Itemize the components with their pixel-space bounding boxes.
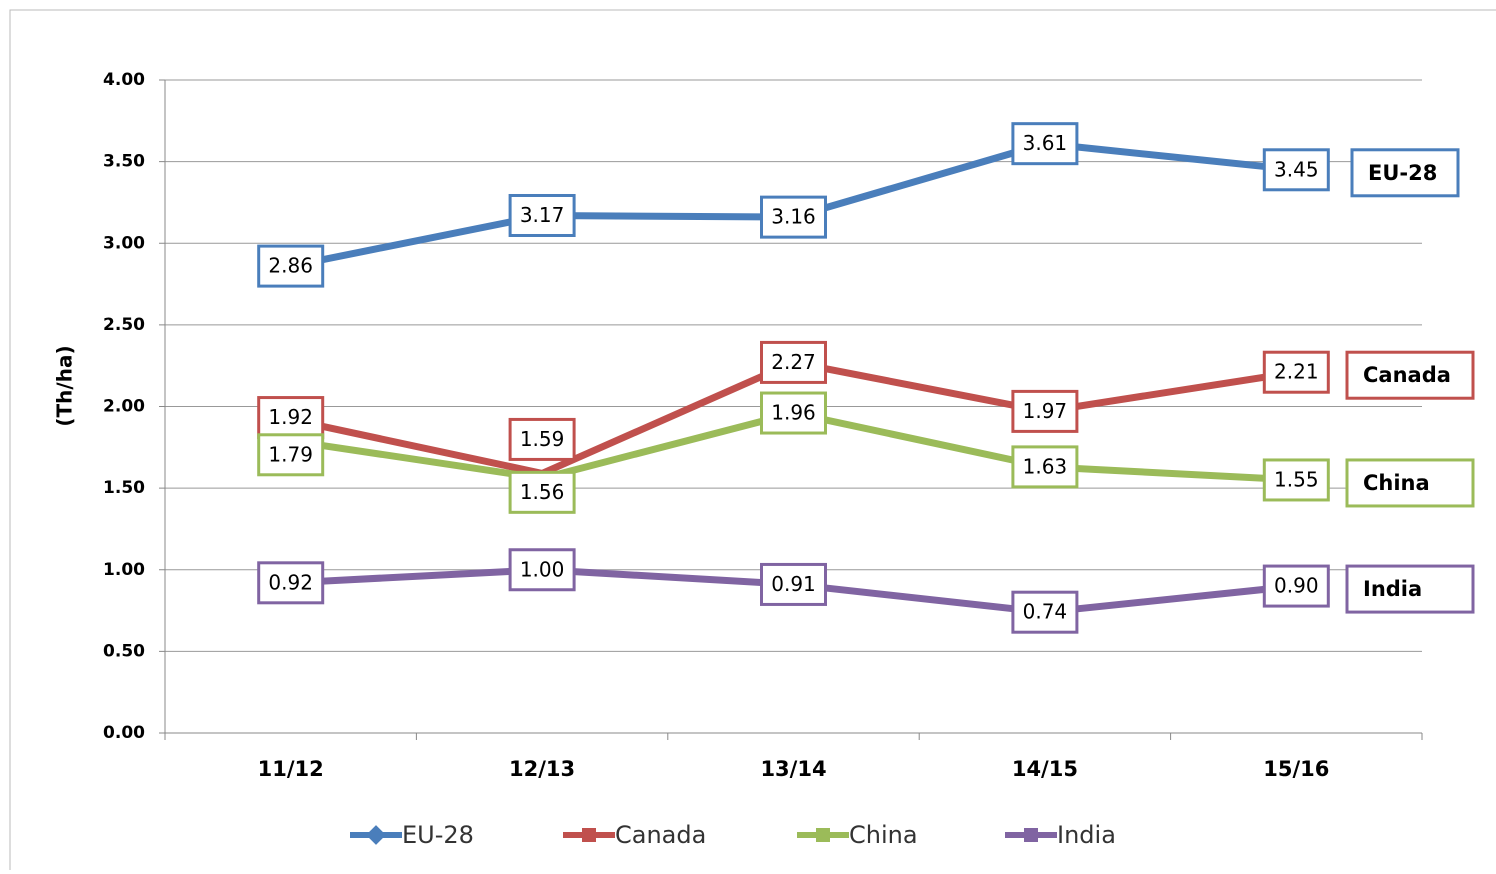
value-label: 3.45 <box>1274 157 1319 181</box>
legend-marker <box>1024 828 1038 842</box>
value-label: 1.92 <box>268 405 313 429</box>
value-label: 2.27 <box>771 350 816 374</box>
y-tick-label: 1.00 <box>103 560 145 580</box>
x-tick-label: 11/12 <box>258 757 324 781</box>
y-tick-label: 0.00 <box>103 723 145 743</box>
series-end-box <box>1345 350 1475 400</box>
value-label: 2.86 <box>268 254 313 278</box>
value-label-box <box>1262 148 1330 192</box>
legend-label: EU-28 <box>402 821 474 849</box>
y-tick-label: 3.50 <box>103 152 145 172</box>
value-label-box <box>1262 350 1330 394</box>
value-label: 1.79 <box>268 442 313 466</box>
value-label: 2.21 <box>1274 360 1319 384</box>
legend-label: China <box>849 821 918 849</box>
x-tick-label: 14/15 <box>1012 757 1078 781</box>
value-label-box <box>508 470 576 514</box>
value-label: 0.90 <box>1274 574 1319 598</box>
value-label-box <box>257 433 325 477</box>
value-label-box <box>760 391 827 435</box>
value-label-box <box>508 548 576 592</box>
y-tick-label: 1.50 <box>103 478 145 498</box>
value-label-box <box>257 244 325 288</box>
y-axis-label: (Th/ha) <box>53 345 77 426</box>
value-label: 1.97 <box>1023 399 1068 423</box>
series-end-label: EU-28 <box>1368 161 1437 185</box>
legend-label: Canada <box>615 821 706 849</box>
value-label: 1.56 <box>520 480 565 504</box>
x-tick-label: 13/14 <box>760 757 826 781</box>
value-label: 0.74 <box>1023 600 1068 624</box>
value-label-box <box>760 195 827 239</box>
value-label-box <box>1011 590 1079 634</box>
value-label-box <box>1011 122 1079 166</box>
value-label: 3.17 <box>520 203 565 227</box>
chart-frame <box>9 9 1496 874</box>
series-end-label: India <box>1363 577 1422 601</box>
value-label-box <box>1262 564 1330 608</box>
legend-label: India <box>1057 821 1116 849</box>
y-tick-label: 0.50 <box>103 641 145 661</box>
value-label: 1.00 <box>520 557 565 581</box>
value-label: 1.55 <box>1274 467 1319 491</box>
value-label-box <box>508 417 576 461</box>
value-label-box <box>508 193 576 237</box>
value-label: 3.16 <box>771 205 816 229</box>
series-end-box <box>1345 564 1475 614</box>
value-label-box <box>1262 458 1330 502</box>
x-tick-label: 12/13 <box>509 757 575 781</box>
legend-marker <box>816 828 830 842</box>
legend-marker <box>366 825 386 845</box>
value-label: 0.91 <box>771 572 816 596</box>
value-label: 1.96 <box>771 401 816 425</box>
value-label-box <box>257 561 325 605</box>
value-label: 3.61 <box>1023 131 1068 155</box>
series-end-box <box>1350 148 1460 198</box>
value-label-box <box>1011 389 1079 433</box>
value-label-box <box>760 340 827 384</box>
y-tick-label: 2.50 <box>103 315 145 335</box>
value-label: 1.59 <box>520 427 565 451</box>
series-end-label: Canada <box>1363 363 1451 387</box>
series-end-label: China <box>1363 471 1430 495</box>
value-label: 1.63 <box>1023 454 1068 478</box>
value-label-box <box>760 562 827 606</box>
value-label: 0.92 <box>268 570 313 594</box>
y-tick-label: 4.00 <box>103 70 145 90</box>
x-tick-label: 15/16 <box>1263 757 1329 781</box>
legend-marker <box>582 828 596 842</box>
value-label-box <box>1011 445 1079 489</box>
y-tick-label: 2.00 <box>103 397 145 417</box>
series-end-box <box>1345 458 1475 508</box>
y-tick-label: 3.00 <box>103 233 145 253</box>
